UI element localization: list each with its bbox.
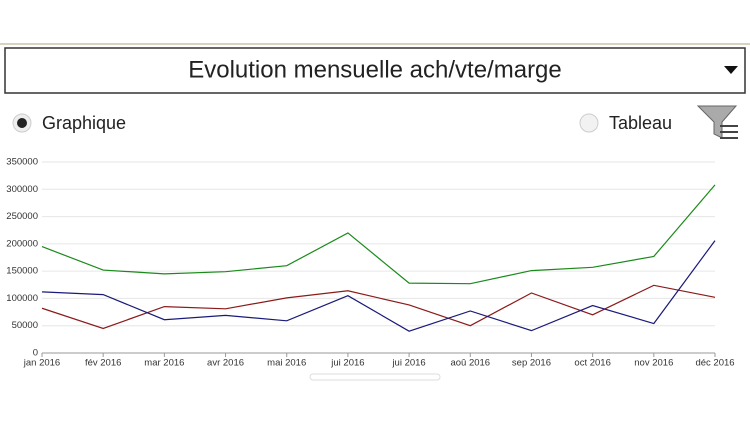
x-tick-label: nov 2016 xyxy=(634,358,673,369)
filter-icon[interactable] xyxy=(696,105,738,139)
x-tick-label: sep 2016 xyxy=(512,358,551,369)
x-tick-label: fév 2016 xyxy=(85,358,121,369)
legend-stub xyxy=(309,373,441,381)
x-tick-label: mar 2016 xyxy=(144,358,184,369)
y-tick-label: 50000 xyxy=(12,320,38,331)
dropdown-arrow xyxy=(724,66,738,74)
radio-tableau[interactable] xyxy=(579,113,599,133)
y-tick-label: 300000 xyxy=(6,184,38,195)
x-tick-label: déc 2016 xyxy=(695,358,734,369)
y-tick-label: 100000 xyxy=(6,293,38,304)
x-tick-label: jan 2016 xyxy=(23,358,60,369)
series-line xyxy=(41,184,716,285)
radio-dot xyxy=(17,118,27,128)
dropdown-title: Evolution mensuelle ach/vte/marge xyxy=(188,56,562,83)
y-tick-label: 350000 xyxy=(6,157,38,168)
plot: 0 50000 100000 150000 200000 250000 300000 3500… xyxy=(6,157,734,369)
radio-label: Tableau xyxy=(609,113,672,133)
x-tick-label: jui 2016 xyxy=(391,358,425,369)
x-tick-label: oct 2016 xyxy=(574,358,610,369)
dropdown[interactable] xyxy=(4,47,746,94)
series-line xyxy=(41,240,716,332)
series-line xyxy=(41,284,716,330)
radio-label: Graphique xyxy=(42,113,126,133)
y-tick-label: 0 xyxy=(33,348,38,359)
x-tick-label: avr 2016 xyxy=(207,358,244,369)
x-tick-label: aoû 2016 xyxy=(450,358,490,369)
y-tick-label: 150000 xyxy=(6,266,38,277)
y-tick-label: 250000 xyxy=(6,211,38,222)
y-tick-label: 200000 xyxy=(6,238,38,249)
x-tick-label: jui 2016 xyxy=(330,358,364,369)
x-tick-label: mai 2016 xyxy=(267,358,306,369)
